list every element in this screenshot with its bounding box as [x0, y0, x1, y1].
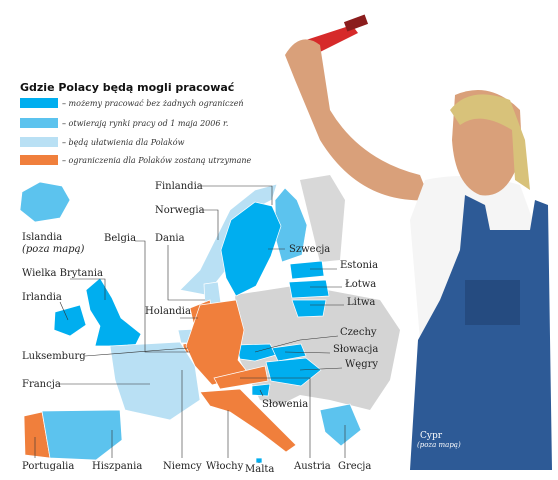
country-label: Luksemburg — [22, 351, 86, 362]
country-label: Wielka Brytania — [22, 268, 103, 279]
country-label: Irlandia — [22, 292, 62, 303]
legend-swatch — [20, 137, 58, 147]
country-label: Słowacja — [333, 344, 378, 355]
country-label: Estonia — [340, 260, 378, 271]
land-background — [300, 175, 345, 262]
country-shape — [220, 201, 282, 297]
worker-illustration — [285, 14, 552, 470]
legend-label: – otwierają rynki pracy od 1 maja 2006 r… — [62, 119, 228, 128]
country-label: Finlandia — [155, 181, 203, 192]
legend-swatch — [20, 98, 58, 108]
country-shape — [274, 187, 308, 263]
country-shape — [271, 343, 307, 362]
legend-swatch — [20, 118, 58, 128]
country-label: Słowenia — [262, 399, 308, 410]
country-shape — [19, 181, 71, 223]
country-label: Włochy — [206, 461, 244, 472]
leader-lines — [34, 185, 346, 463]
country-label: Hiszpania — [92, 461, 142, 472]
country-label: Litwa — [347, 297, 375, 308]
country-shape — [291, 299, 327, 318]
country-label: Francja — [22, 379, 61, 390]
country-shape — [199, 388, 297, 453]
country-shape — [235, 343, 277, 362]
country-label: Malta — [245, 464, 274, 475]
country-shape — [41, 409, 123, 461]
country-label: Łotwa — [345, 279, 376, 290]
legend-label: – możemy pracować bez żadnych ograniczeń — [62, 99, 244, 108]
country-label: Grecja — [338, 461, 371, 472]
legend-label: – ograniczenia dla Polaków zostaną utrzy… — [62, 156, 252, 165]
country-label: Austria — [293, 461, 331, 472]
country-shape — [213, 365, 269, 390]
legend-label: – będą ułatwienia dla Polaków — [62, 138, 185, 147]
legend-swatch — [20, 155, 58, 165]
country-label: Norwegia — [155, 205, 205, 216]
country-label: Portugalia — [22, 461, 74, 472]
country-label: Węgry — [345, 359, 378, 370]
country-shape — [289, 260, 325, 280]
country-label: Belgia — [104, 233, 136, 244]
country-shape — [251, 383, 271, 397]
country-label: Cypr — [420, 431, 443, 441]
country-label: Islandia — [22, 232, 62, 243]
country-label: Holandia — [145, 306, 191, 317]
country-shape — [319, 403, 362, 447]
country-label: Szwecja — [289, 244, 330, 255]
country-shape — [288, 279, 330, 299]
country-note: (poza mapą) — [22, 244, 85, 255]
country-shape — [109, 341, 201, 421]
country-note: (poza mapą) — [417, 441, 461, 449]
country-label: Dania — [155, 233, 185, 244]
country-shape — [85, 277, 142, 347]
map-title: Gdzie Polacy będą mogli pracować — [20, 81, 235, 94]
country-shape — [255, 457, 263, 464]
country-shape — [53, 304, 87, 337]
country-label: Niemcy — [163, 461, 202, 472]
country-label: Czechy — [340, 327, 377, 338]
